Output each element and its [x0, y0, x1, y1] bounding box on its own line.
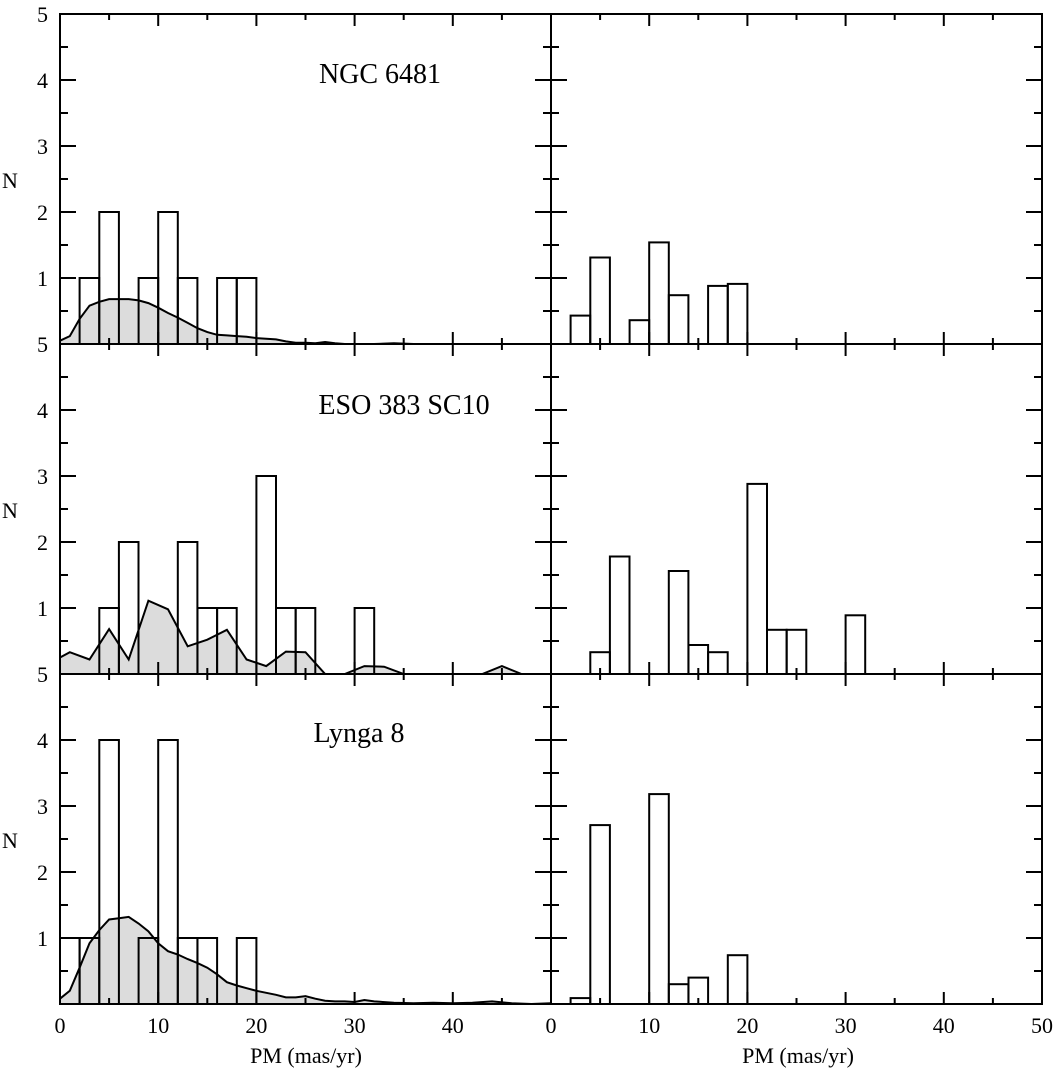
x-axis-label-left: PM (mas/yr) — [250, 1043, 362, 1068]
histogram-bar — [667, 294, 690, 346]
histogram-bar — [589, 824, 611, 1005]
histogram-bar — [608, 555, 631, 675]
x-tick-label: 0 — [546, 1013, 557, 1038]
panel-frame-left-0 — [59, 13, 552, 345]
x-tick-label: 40 — [933, 1013, 955, 1038]
x-tick-label: 20 — [736, 1013, 758, 1038]
x-tick-label: 10 — [638, 1013, 660, 1038]
histogram-bar — [726, 954, 749, 1006]
y-tick-label: 3 — [37, 794, 48, 819]
y-axis-label-middle: N — [2, 498, 18, 523]
background-area-bottom-left — [60, 916, 551, 1004]
histogram-bar — [667, 570, 690, 675]
background-area-middle-left — [60, 600, 551, 674]
histogram-bar — [235, 277, 258, 345]
x-axis-label-right: PM (mas/yr) — [742, 1043, 854, 1068]
panel-frame-right-2 — [550, 673, 1043, 1005]
panel-frame-right-1 — [550, 343, 1043, 675]
panel-title-eso383sc10: ESO 383 SC10 — [318, 390, 489, 421]
y-tick-label: 2 — [37, 860, 48, 885]
y-tick-label: 5 — [37, 332, 48, 357]
histogram-bar — [707, 651, 729, 676]
y-tick-label: 4 — [37, 68, 48, 93]
histogram-bar — [353, 607, 376, 675]
panel-title-lynga8: Lynga 8 — [314, 718, 405, 749]
histogram-bar — [648, 241, 670, 345]
labels-layer: N N N PM (mas/yr) PM (mas/yr) NGC 6481 E… — [2, 2, 1053, 1068]
histogram-bar — [746, 482, 769, 675]
panel-frames-layer — [59, 13, 1043, 1005]
x-tick-label: 30 — [344, 1013, 366, 1038]
x-tick-label: 10 — [147, 1013, 169, 1038]
y-tick-label: 4 — [37, 728, 48, 753]
histogram-bar — [255, 475, 277, 675]
histogram-bar — [766, 628, 788, 675]
y-tick-label: 5 — [37, 2, 48, 27]
histogram-bar — [785, 628, 808, 675]
panel-bottom-right — [569, 793, 749, 1006]
y-tick-label: 1 — [37, 266, 48, 291]
histogram-bar — [726, 282, 749, 345]
y-tick-label: 1 — [37, 596, 48, 621]
x-tick-label: 40 — [442, 1013, 464, 1038]
y-tick-label: 3 — [37, 134, 48, 159]
histogram-bar — [589, 256, 611, 345]
y-axis-label-bottom: N — [2, 828, 18, 853]
x-tick-label: 0 — [55, 1013, 66, 1038]
panel-frame-right-0 — [550, 13, 1043, 345]
panel-top-right — [569, 241, 749, 346]
background-area-top-left — [60, 299, 551, 344]
y-tick-label: 5 — [37, 662, 48, 687]
y-axis-label-top: N — [2, 168, 18, 193]
histogram-bar — [648, 793, 670, 1005]
y-tick-label: 2 — [37, 200, 48, 225]
histogram-bar — [569, 314, 592, 346]
y-tick-label: 3 — [37, 464, 48, 489]
y-tick-label: 1 — [37, 926, 48, 951]
panel-title-ngc6481: NGC 6481 — [319, 59, 441, 90]
histogram-bar — [628, 319, 651, 346]
panel-top-left — [59, 211, 551, 345]
y-tick-label: 4 — [37, 398, 48, 423]
x-tick-label: 20 — [245, 1013, 267, 1038]
x-tick-label: 30 — [835, 1013, 857, 1038]
panel-middle-left — [59, 475, 551, 675]
panel-bottom-left — [59, 739, 552, 1006]
panels-layer — [59, 211, 867, 1006]
y-tick-label: 2 — [37, 530, 48, 555]
histogram-bar — [844, 614, 867, 675]
panel-middle-right — [589, 482, 867, 676]
histogram-bar — [667, 983, 690, 1006]
histogram-bar — [707, 284, 729, 345]
x-tick-label: 50 — [1031, 1013, 1053, 1038]
